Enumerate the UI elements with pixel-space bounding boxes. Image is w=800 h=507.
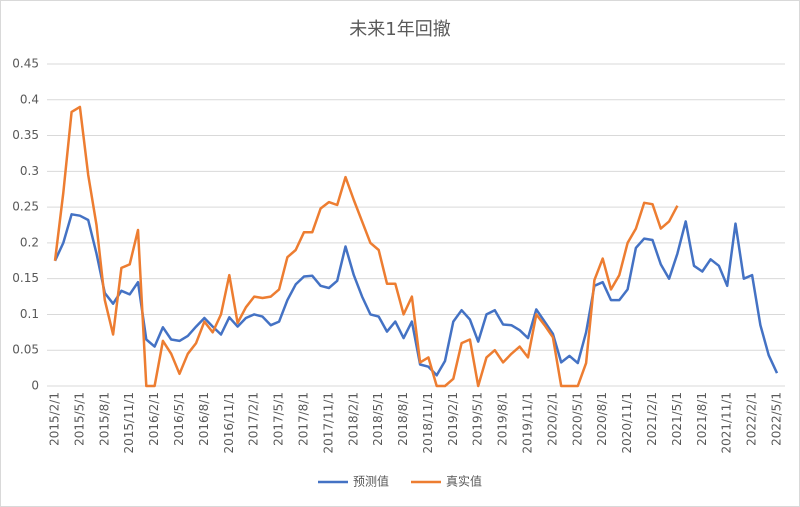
y-tick-label: 0.05: [12, 343, 39, 357]
x-tick-label: 2020/2/1: [545, 392, 559, 446]
x-tick-label: 2017/11/1: [321, 392, 335, 454]
series-line: [53, 105, 679, 388]
x-tick-label: 2021/11/1: [720, 392, 734, 454]
x-tick-label: 2020/8/1: [595, 392, 609, 446]
x-tick-label: 2018/11/1: [421, 392, 435, 454]
x-tick-label: 2015/2/1: [48, 392, 62, 446]
x-tick-label: 2015/11/1: [122, 392, 136, 454]
x-tick-label: 2018/2/1: [346, 392, 360, 446]
x-tick-label: 2017/5/1: [272, 392, 286, 446]
x-tick-label: 2019/5/1: [471, 392, 485, 446]
x-tick-label: 2018/5/1: [371, 392, 385, 446]
x-tick-label: 2017/2/1: [247, 392, 261, 446]
x-tick-label: 2019/11/1: [521, 392, 535, 454]
y-tick-label: 0.2: [20, 235, 39, 249]
y-tick-label: 0.35: [12, 128, 39, 142]
x-tick-label: 2019/2/1: [446, 392, 460, 446]
y-tick-label: 0.1: [20, 307, 39, 321]
x-tick-label: 2021/2/1: [645, 392, 659, 446]
x-tick-label: 2015/8/1: [97, 392, 111, 446]
x-tick-label: 2016/8/1: [197, 392, 211, 446]
x-tick-label: 2020/5/1: [570, 392, 584, 446]
legend-label: 真实值: [446, 474, 482, 489]
y-tick-label: 0: [31, 379, 39, 393]
chart-title: 未来1年回撤: [349, 19, 450, 40]
x-tick-label: 2016/5/1: [172, 392, 186, 446]
series-line: [53, 213, 779, 377]
y-tick-label: 0.3: [20, 164, 39, 178]
x-tick-label: 2019/8/1: [496, 392, 510, 446]
x-tick-label: 2015/5/1: [72, 392, 86, 446]
y-tick-label: 0.45: [12, 57, 39, 71]
x-tick-label: 2022/2/1: [745, 392, 759, 446]
y-tick-label: 0.4: [20, 92, 39, 106]
x-tick-label: 2017/8/1: [296, 392, 310, 446]
y-tick-label: 0.25: [12, 200, 39, 214]
x-tick-label: 2020/11/1: [620, 392, 634, 454]
x-tick-label: 2022/5/1: [770, 392, 784, 446]
y-tick-label: 0.15: [12, 271, 39, 285]
x-tick-label: 2021/8/1: [695, 392, 709, 446]
x-tick-label: 2018/8/1: [396, 392, 410, 446]
legend-label: 预测值: [353, 474, 389, 489]
x-tick-label: 2016/2/1: [147, 392, 161, 446]
x-tick-label: 2016/11/1: [222, 392, 236, 454]
x-tick-label: 2021/5/1: [670, 392, 684, 446]
